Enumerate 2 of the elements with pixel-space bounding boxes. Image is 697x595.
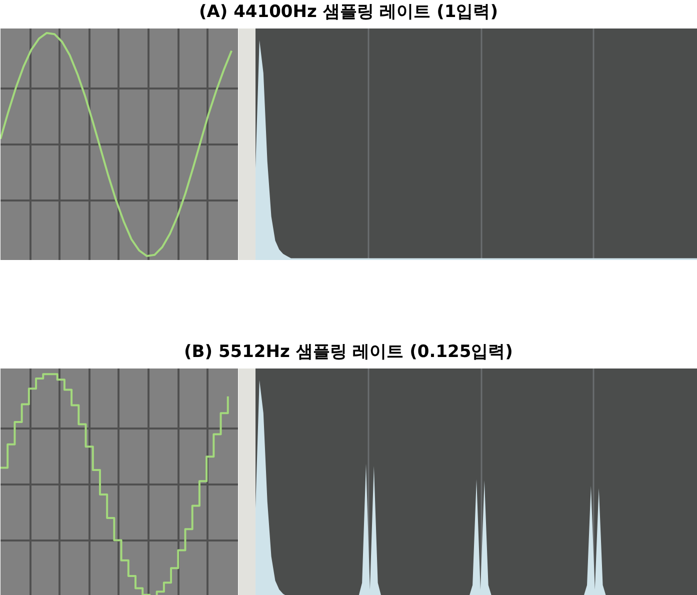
chart-title: (A) 44100Hz 샘플링 레이트 (1입력) xyxy=(198,1,499,24)
chart-title: (B) 5512Hz 샘플링 레이트 (0.125입력) xyxy=(183,341,514,364)
